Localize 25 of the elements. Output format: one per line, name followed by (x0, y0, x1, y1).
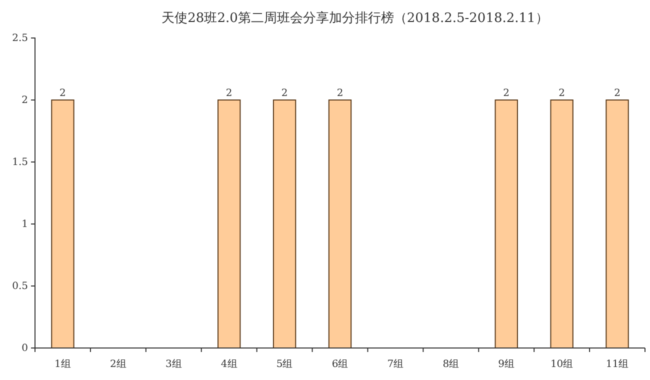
data-label: 2 (60, 88, 66, 99)
data-label: 2 (281, 88, 288, 99)
x-tick-label: 10组 (550, 358, 574, 370)
x-tick-label: 9组 (498, 358, 515, 370)
x-tick-label: 6组 (332, 358, 348, 370)
data-label: 2 (226, 88, 232, 99)
data-label: 2 (558, 88, 566, 99)
y-tick-label: 2.5 (12, 33, 28, 44)
data-label: 2 (614, 88, 620, 99)
x-tick-label: 3组 (165, 358, 182, 370)
x-tick-label: 7组 (387, 358, 404, 370)
y-tick-label: 1 (22, 219, 28, 230)
x-tick-label: 8组 (442, 358, 460, 370)
y-tick-label: 0.5 (12, 281, 28, 292)
x-tick-label: 11组 (606, 358, 629, 370)
x-tick-label: 2组 (110, 358, 126, 370)
data-label: 2 (336, 88, 344, 99)
x-tick-label: 5组 (276, 358, 293, 370)
x-tick-label: 4组 (220, 358, 238, 370)
chart-title: 天使28班2.0第二周班会分享加分排行榜（2018.2.5-2018.2.11） (162, 10, 548, 26)
x-tick-label: 1组 (54, 358, 71, 370)
y-tick-label: 0 (22, 343, 28, 354)
data-label: 2 (503, 88, 510, 99)
y-tick-label: 1.5 (12, 157, 28, 168)
y-tick-label: 2 (22, 95, 28, 106)
